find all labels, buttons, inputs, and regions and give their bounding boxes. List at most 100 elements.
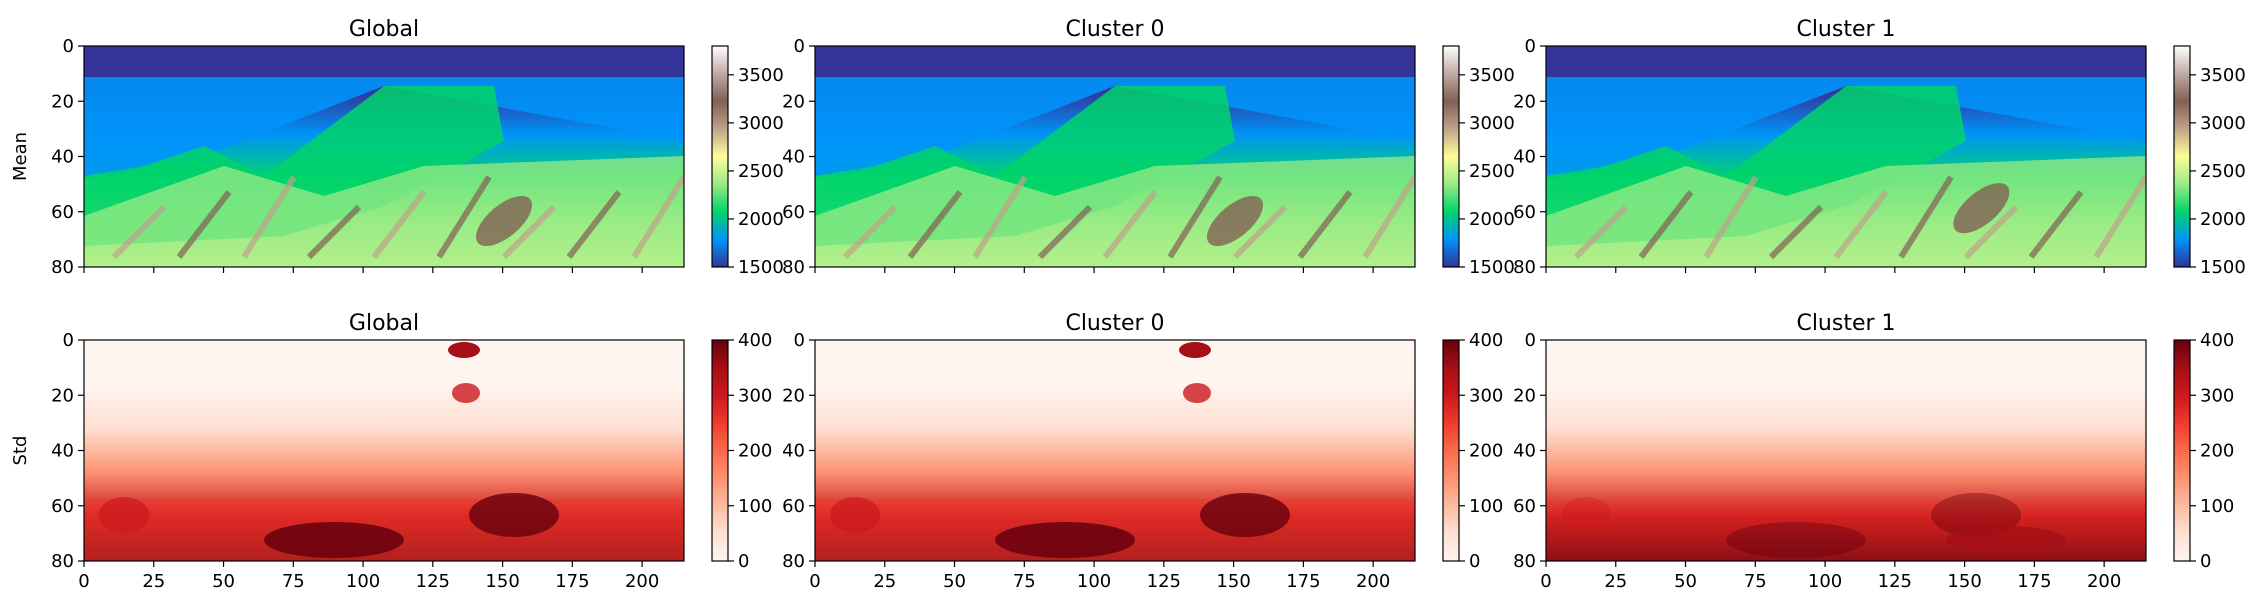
y-tick-label: 80 — [51, 551, 74, 572]
colorbar-tick-label: 2500 — [1469, 161, 1515, 182]
x-tick-label: 125 — [416, 571, 450, 592]
y-tick-label: 80 — [782, 551, 805, 572]
x-tick-label: 25 — [142, 571, 165, 592]
colorbar-gradient — [1442, 339, 1460, 562]
heatmap-texture — [815, 342, 1415, 561]
colorbar-tick-label: 3000 — [738, 113, 784, 134]
heatmap-panel: Global 0 20 40 60 80 — [51, 17, 685, 278]
x-tick-label: 50 — [1674, 571, 1697, 592]
y-tick-label: 40 — [51, 441, 74, 462]
colorbar-tick-label: 2000 — [1469, 209, 1515, 230]
heatmap-texture — [84, 46, 684, 267]
colorbar-tick-label: 0 — [738, 551, 749, 572]
y-tick-label: 40 — [1513, 147, 1536, 168]
panel-title: Cluster 0 — [1065, 17, 1164, 42]
colorbar: 0 100 200 300 400 — [2173, 330, 2234, 572]
panel-title: Cluster 0 — [1065, 311, 1164, 336]
colorbar-tick-label: 2000 — [738, 209, 784, 230]
panel-title: Cluster 1 — [1796, 311, 1895, 336]
x-tick-label: 50 — [943, 571, 966, 592]
x-tick-label: 175 — [555, 571, 589, 592]
colorbar-tick-label: 200 — [2200, 441, 2234, 462]
heatmap-texture — [815, 46, 1415, 267]
colorbar-tick-label: 1500 — [2200, 257, 2246, 278]
colorbar-gradient — [711, 339, 729, 562]
x-tick-label: 100 — [346, 571, 380, 592]
panel-title: Global — [349, 311, 419, 336]
heatmap-texture — [1546, 493, 2146, 561]
y-tick-label: 80 — [1513, 257, 1536, 278]
colorbar-tick-label: 300 — [738, 385, 772, 406]
colorbar: 1500 2000 2500 3000 3500 — [1442, 45, 1515, 278]
y-tick-label: 40 — [782, 441, 805, 462]
y-tick-label: 20 — [51, 91, 74, 112]
heatmap-gradient — [1546, 340, 2146, 561]
x-tick-label: 175 — [1286, 571, 1320, 592]
colorbar-tick-label: 3500 — [1469, 65, 1515, 86]
colorbar-tick-label: 100 — [2200, 496, 2234, 517]
y-tick-label: 60 — [51, 496, 74, 517]
y-tick-label: 0 — [63, 330, 74, 351]
colorbar-tick-label: 2000 — [2200, 209, 2246, 230]
colorbar-tick-label: 1500 — [738, 257, 784, 278]
heatmap-panel: Cluster 1 0 20 40 60 80 — [1513, 17, 2147, 278]
colorbar-tick-label: 0 — [1469, 551, 1480, 572]
colorbar-tick-label: 300 — [1469, 385, 1503, 406]
y-tick-label: 0 — [794, 36, 805, 57]
y-tick-label: 20 — [51, 385, 74, 406]
y-tick-label: 0 — [1525, 36, 1536, 57]
y-tick-label: 0 — [794, 330, 805, 351]
heatmap-texture — [1546, 46, 2146, 267]
colorbar: 0 100 200 300 400 — [1442, 330, 1503, 572]
x-tick-label: 175 — [2017, 571, 2051, 592]
y-tick-label: 20 — [782, 91, 805, 112]
x-tick-label: 100 — [1808, 571, 1842, 592]
x-tick-label: 200 — [625, 571, 659, 592]
x-tick-label: 100 — [1077, 571, 1111, 592]
x-tick-label: 200 — [2087, 571, 2121, 592]
colorbar-tick-label: 3000 — [2200, 113, 2246, 134]
row-ylabel: Mean — [10, 132, 31, 181]
y-tick-label: 40 — [51, 147, 74, 168]
heatmap-texture — [84, 342, 684, 561]
colorbar-gradient — [2173, 45, 2191, 268]
y-tick-label: 20 — [782, 385, 805, 406]
colorbar-tick-label: 0 — [2200, 551, 2211, 572]
x-tick-label: 125 — [1878, 571, 1912, 592]
y-tick-label: 60 — [782, 202, 805, 223]
x-tick-label: 25 — [1604, 571, 1627, 592]
y-tick-label: 20 — [1513, 385, 1536, 406]
y-tick-label: 40 — [1513, 441, 1536, 462]
colorbar-tick-label: 3500 — [738, 65, 784, 86]
colorbar-tick-label: 100 — [1469, 496, 1503, 517]
panel-title: Cluster 1 — [1796, 17, 1895, 42]
x-tick-label: 0 — [809, 571, 820, 592]
colorbar-tick-label: 3500 — [2200, 65, 2246, 86]
colorbar-tick-label: 300 — [2200, 385, 2234, 406]
y-tick-label: 40 — [782, 147, 805, 168]
x-tick-label: 150 — [1947, 571, 1981, 592]
colorbar-tick-label: 2500 — [738, 161, 784, 182]
colorbar-tick-label: 400 — [2200, 330, 2234, 351]
x-tick-label: 0 — [1540, 571, 1551, 592]
x-tick-label: 200 — [1356, 571, 1390, 592]
colorbar-tick-label: 400 — [1469, 330, 1503, 351]
y-tick-label: 60 — [1513, 496, 1536, 517]
colorbar-tick-label: 2500 — [2200, 161, 2246, 182]
colorbar-tick-label: 200 — [1469, 441, 1503, 462]
panel-title: Global — [349, 17, 419, 42]
x-tick-label: 125 — [1147, 571, 1181, 592]
colorbar-tick-label: 1500 — [1469, 257, 1515, 278]
colorbar: 1500 2000 2500 3000 3500 — [2173, 45, 2246, 278]
y-tick-label: 80 — [782, 257, 805, 278]
x-tick-label: 0 — [78, 571, 89, 592]
y-tick-label: 60 — [782, 496, 805, 517]
x-tick-label: 75 — [1013, 571, 1036, 592]
colorbar-tick-label: 3000 — [1469, 113, 1515, 134]
colorbar-tick-label: 100 — [738, 496, 772, 517]
colorbar: 1500 2000 2500 3000 3500 — [711, 45, 784, 278]
y-tick-label: 80 — [1513, 551, 1536, 572]
